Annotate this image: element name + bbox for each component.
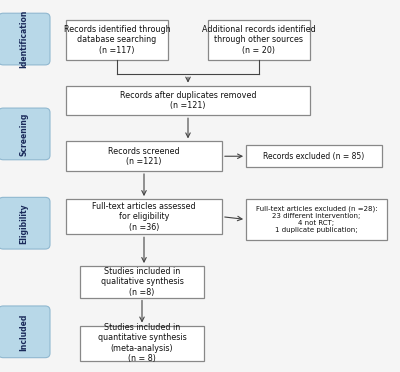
FancyBboxPatch shape: [66, 199, 222, 234]
Text: Records excluded (n = 85): Records excluded (n = 85): [263, 152, 365, 161]
FancyBboxPatch shape: [80, 326, 204, 361]
FancyBboxPatch shape: [66, 141, 222, 171]
FancyBboxPatch shape: [0, 108, 50, 160]
FancyBboxPatch shape: [246, 145, 382, 167]
Text: Included: Included: [20, 313, 29, 350]
FancyBboxPatch shape: [246, 199, 387, 240]
FancyBboxPatch shape: [0, 197, 50, 249]
Text: Screening: Screening: [20, 112, 29, 155]
Text: Records screened
(n =121): Records screened (n =121): [108, 147, 180, 166]
FancyBboxPatch shape: [0, 13, 50, 65]
FancyBboxPatch shape: [80, 266, 204, 298]
Text: Eligibility: Eligibility: [20, 203, 29, 244]
Text: Identification: Identification: [20, 10, 29, 68]
Text: Additional records identified
through other sources
(n = 20): Additional records identified through ot…: [202, 25, 316, 55]
FancyBboxPatch shape: [208, 20, 310, 60]
FancyBboxPatch shape: [66, 20, 168, 60]
Text: Studies included in
quantitative synthesis
(meta-analysis)
(n = 8): Studies included in quantitative synthes…: [98, 323, 186, 363]
FancyBboxPatch shape: [66, 86, 310, 115]
FancyBboxPatch shape: [0, 306, 50, 358]
Text: Full-text articles assessed
for eligibility
(n =36): Full-text articles assessed for eligibil…: [92, 202, 196, 232]
Text: Records identified through
database searching
(n =117): Records identified through database sear…: [64, 25, 170, 55]
Text: Full-text articles excluded (n =28):
23 different intervention;
4 not RCT;
1 dup: Full-text articles excluded (n =28): 23 …: [256, 206, 377, 233]
Text: Records after duplicates removed
(n =121): Records after duplicates removed (n =121…: [120, 91, 256, 110]
Text: Studies included in
qualitative synthesis
(n =8): Studies included in qualitative synthesi…: [100, 267, 184, 297]
